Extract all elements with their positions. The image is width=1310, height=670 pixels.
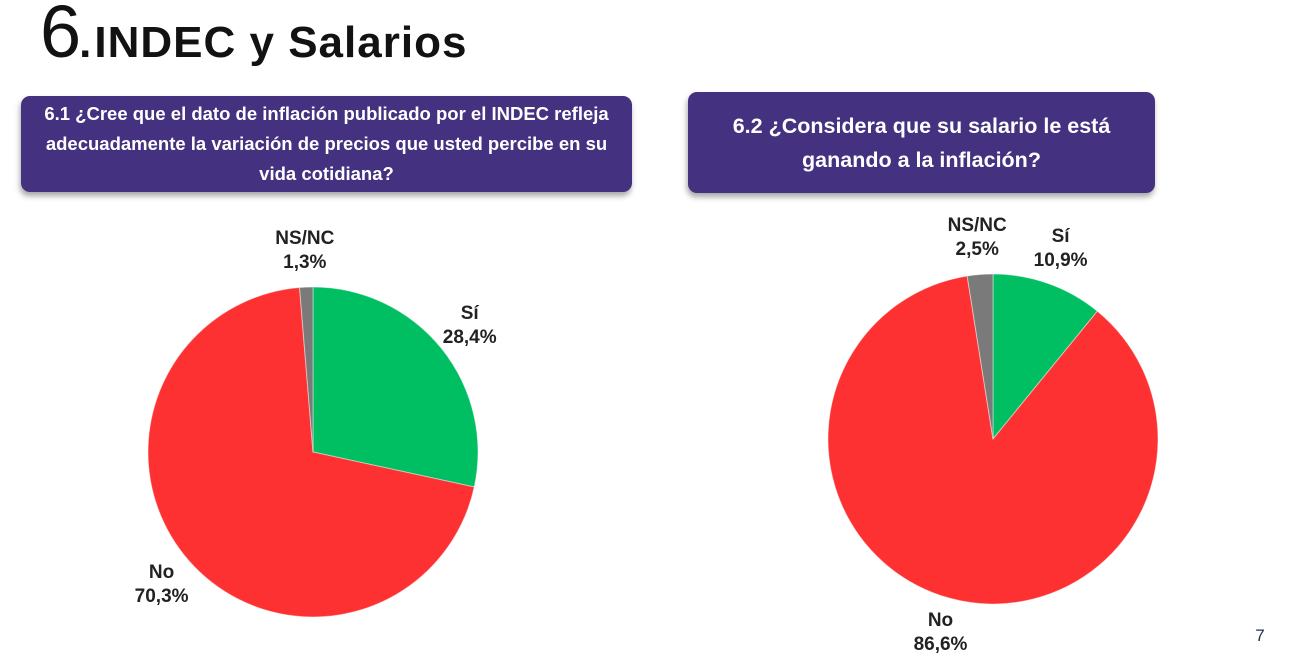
pie-label-ns-nc: NS/NC 1,3% [275, 227, 334, 275]
question-box-6-2: 6.2 ¿Considera que su salario le está ga… [688, 92, 1155, 193]
question-box-6-1: 6.1 ¿Cree que el dato de inflación publi… [21, 96, 632, 192]
slide-title: 6. INDEC y Salarios [40, 0, 467, 69]
pie-label-category: NS/NC [947, 215, 1007, 237]
page-number: 7 [1255, 626, 1265, 645]
pie-label-category: NS/NC [275, 227, 335, 249]
pie-label-percentage: 28,4% [442, 326, 497, 348]
title-text: INDEC y Salarios [94, 18, 468, 67]
pie-label-percentage: 86,6% [913, 634, 968, 656]
pie-label-si: Sí 10,9% [1034, 225, 1088, 273]
pie-label-ns-nc: NS/NC 2,5% [948, 214, 1007, 262]
pie-label-no: No 70,3% [135, 561, 189, 609]
pie-label-category: No [148, 561, 175, 583]
pie-label-si: Sí 28,4% [443, 302, 497, 350]
pie-slice-no [147, 287, 475, 618]
pie-slice-si [312, 286, 479, 488]
pie-slice-ns-nc [966, 273, 994, 440]
pie-slice-si [992, 273, 1098, 440]
title-dot: . [79, 18, 92, 67]
pie-label-percentage: 1,3% [283, 251, 327, 273]
pie-label-percentage: 2,5% [955, 239, 999, 261]
pie-label-category: No [927, 610, 954, 632]
pie-slice-no [827, 275, 1159, 605]
pie-label-category: Sí [460, 302, 479, 324]
pie-slice-ns-nc [299, 286, 314, 453]
pie-label-percentage: 70,3% [134, 585, 189, 607]
title-section-number: 6 [40, 0, 81, 73]
pie-label-no: No 86,6% [914, 609, 968, 657]
pie-label-percentage: 10,9% [1033, 250, 1088, 272]
pie-label-category: Sí [1051, 226, 1070, 248]
